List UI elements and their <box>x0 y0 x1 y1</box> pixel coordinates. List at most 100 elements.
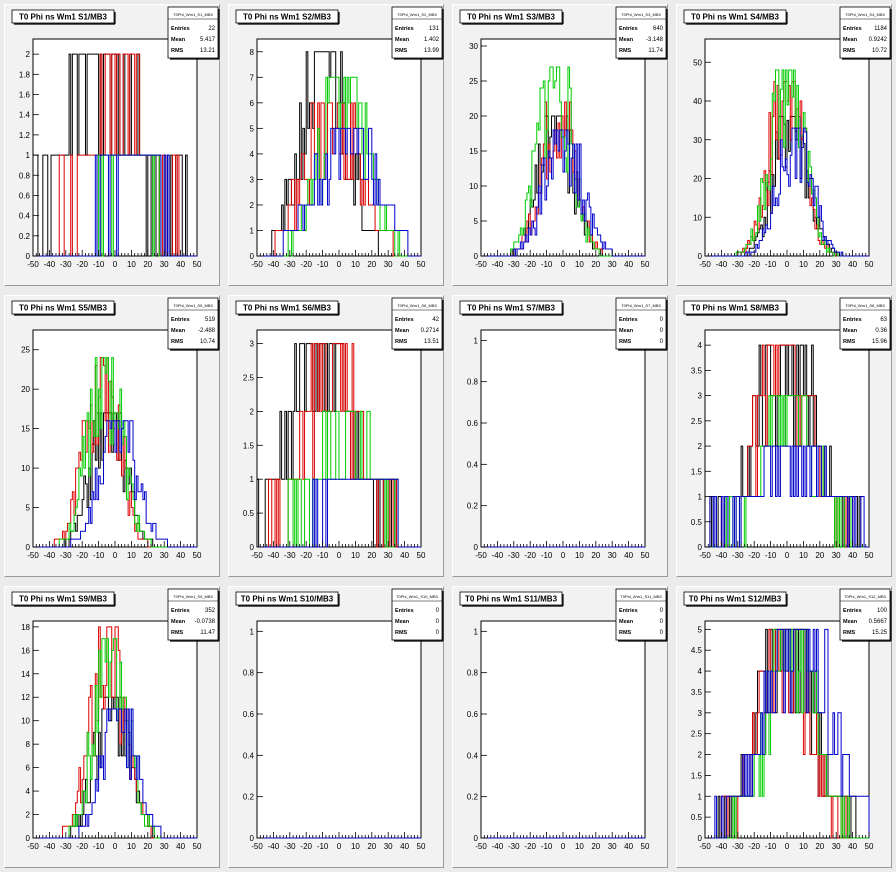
histogram-svg: -50 -40 -30 -20 -10 0 10 20 30 40 5000.20.40.60.81… <box>459 297 668 560</box>
y-tick-label: 0.2 <box>467 793 479 802</box>
stats-value: 63 <box>880 317 887 323</box>
stats-value: -2.488 <box>198 328 216 334</box>
x-tick-label: -50 <box>251 842 263 851</box>
histogram-pad: -50 -40 -30 -20 -10 0 10 20 30 40 50 0 0.2 0.4 0.6 0.8 1… <box>4 4 220 286</box>
stats-value: 0 <box>660 608 664 614</box>
stats-key: Mean <box>395 37 410 43</box>
stats-value: -3.148 <box>646 37 664 43</box>
x-tick-label: -40 <box>492 260 504 269</box>
plot-frame <box>480 329 646 548</box>
x-tick-label: -50 <box>699 842 711 851</box>
y-tick-label: 0 <box>250 543 255 552</box>
histogram-title: T0 Phi ns Wm1 S2/MB3 <box>243 13 332 22</box>
stats-key: RMS <box>843 630 856 636</box>
stats-key: RMS <box>843 48 856 54</box>
x-tick-label: -10 <box>765 260 777 269</box>
stats-value: 13.99 <box>424 48 440 54</box>
histogram-title: T0 Phi ns Wm1 S3/MB3 <box>467 13 556 22</box>
stats-box <box>391 297 443 350</box>
y-tick-label: 3 <box>698 709 703 718</box>
stats-value: 5.417 <box>200 37 216 43</box>
y-tick-label: 1 <box>698 792 703 801</box>
histogram-title: T0 Phi ns Wm1 S7/MB3 <box>467 304 556 313</box>
histogram-title: T0 Phi ns Wm1 S4/MB3 <box>691 13 780 22</box>
y-tick-label: 8 <box>250 48 255 57</box>
x-tick-label: -50 <box>27 551 39 560</box>
y-tick-label: 3.5 <box>691 366 703 375</box>
x-tick-label: 10 <box>127 260 136 269</box>
x-tick-label: 10 <box>799 551 808 560</box>
stats-box <box>167 297 219 350</box>
stats-key: RMS <box>395 630 408 636</box>
histogram-series-green <box>257 76 421 257</box>
x-tick-label: -20 <box>748 842 760 851</box>
stats-key: Entries <box>395 608 414 614</box>
y-tick-label: 0 <box>26 834 31 843</box>
stats-value: 0.5667 <box>869 619 888 625</box>
y-tick-label: 0.8 <box>467 378 479 387</box>
y-tick-label: 14 <box>21 670 30 679</box>
histogram-title: T0 Phi ns Wm1 S9/MB3 <box>19 595 108 604</box>
histogram-svg: -50 -40 -30 -20 -10 0 10 20 30 40 50 0 0.5 1 1.5 2 2.5 3 3… <box>683 588 892 851</box>
x-tick-label: -10 <box>317 842 329 851</box>
stats-key: Mean <box>171 619 186 625</box>
title-box <box>11 591 115 606</box>
histogram-series-blue <box>705 628 870 839</box>
x-tick-label: -30 <box>60 551 72 560</box>
histogram-pad: -50 -40 -30 -20 -10 0 10 20 30 40 50 0 0.2 0.4 0.6 0.8 1… <box>452 586 668 868</box>
y-tick-label: 1.5 <box>691 771 703 780</box>
x-tick-label: 50 <box>641 260 650 269</box>
y-tick-label: 5 <box>26 504 31 513</box>
y-tick-label: 0.2 <box>243 793 255 802</box>
x-tick-label: -10 <box>541 260 553 269</box>
x-tick-label: -30 <box>284 842 296 851</box>
x-tick-label: -30 <box>60 842 72 851</box>
stats-key: Entries <box>395 317 414 323</box>
x-tick-label: -10 <box>765 551 777 560</box>
stats-name: T0Phi_Wm1_S4_MB3 <box>845 12 885 17</box>
histogram-pad: -50 -40 -30 -20 -10 0 10 20 30 40 50 0 5 10 15 20 25 30 T0… <box>452 4 668 286</box>
x-tick-label: -40 <box>44 551 56 560</box>
x-tick-label: -20 <box>524 842 536 851</box>
y-tick-label: 2 <box>26 50 31 59</box>
histogram-svg: -50 -40 -30 -20 -10 0 10 20 30 40 50 0 2 4 6 8 10 12 14 16 1… <box>11 588 220 851</box>
y-tick-label: 25 <box>21 346 30 355</box>
stats-key: Mean <box>171 37 186 43</box>
stats-key: RMS <box>619 630 632 636</box>
x-tick-label: 40 <box>848 260 857 269</box>
y-tick-label: 0.4 <box>467 460 479 469</box>
x-tick-label: -50 <box>27 842 39 851</box>
stats-value: 100 <box>877 608 888 614</box>
y-tick-label: 20 <box>693 175 702 184</box>
stats-value: 15.25 <box>872 630 888 636</box>
histogram-title: T0 Phi ns Wm1 S12/MB3 <box>689 595 782 604</box>
stats-key: Entries <box>619 26 638 32</box>
stats-value: 0.2714 <box>421 328 440 334</box>
y-tick-label: 1.2 <box>19 131 31 140</box>
stats-value: 519 <box>205 317 216 323</box>
stats-box <box>839 588 891 641</box>
stats-key: Entries <box>171 608 190 614</box>
y-tick-label: 1.4 <box>19 111 31 120</box>
x-tick-label: 40 <box>848 842 857 851</box>
histogram-series-blue <box>481 129 645 257</box>
y-tick-label: 1 <box>250 475 255 484</box>
x-tick-label: 30 <box>608 842 617 851</box>
stats-key: Entries <box>619 608 638 614</box>
histogram-pad: -50 -40 -30 -20 -10 0 10 20 30 40 50 0 0.2 0.4 0.6 0.8 1… <box>228 586 444 868</box>
stats-value: 0 <box>660 317 664 323</box>
stats-key: RMS <box>619 48 632 54</box>
stats-value: 13.21 <box>200 48 216 54</box>
x-tick-label: 10 <box>575 260 584 269</box>
stats-key: RMS <box>171 48 184 54</box>
x-tick-label: -50 <box>699 260 711 269</box>
y-tick-label: 18 <box>21 623 30 632</box>
stats-box <box>615 588 667 641</box>
histogram-series-blue <box>257 127 421 257</box>
x-tick-label: -30 <box>732 842 744 851</box>
x-tick-label: 50 <box>417 260 426 269</box>
y-tick-label: 0.8 <box>19 171 31 180</box>
y-tick-label: 10 <box>21 464 30 473</box>
x-tick-label: -20 <box>748 551 760 560</box>
x-tick-label: 30 <box>608 551 617 560</box>
